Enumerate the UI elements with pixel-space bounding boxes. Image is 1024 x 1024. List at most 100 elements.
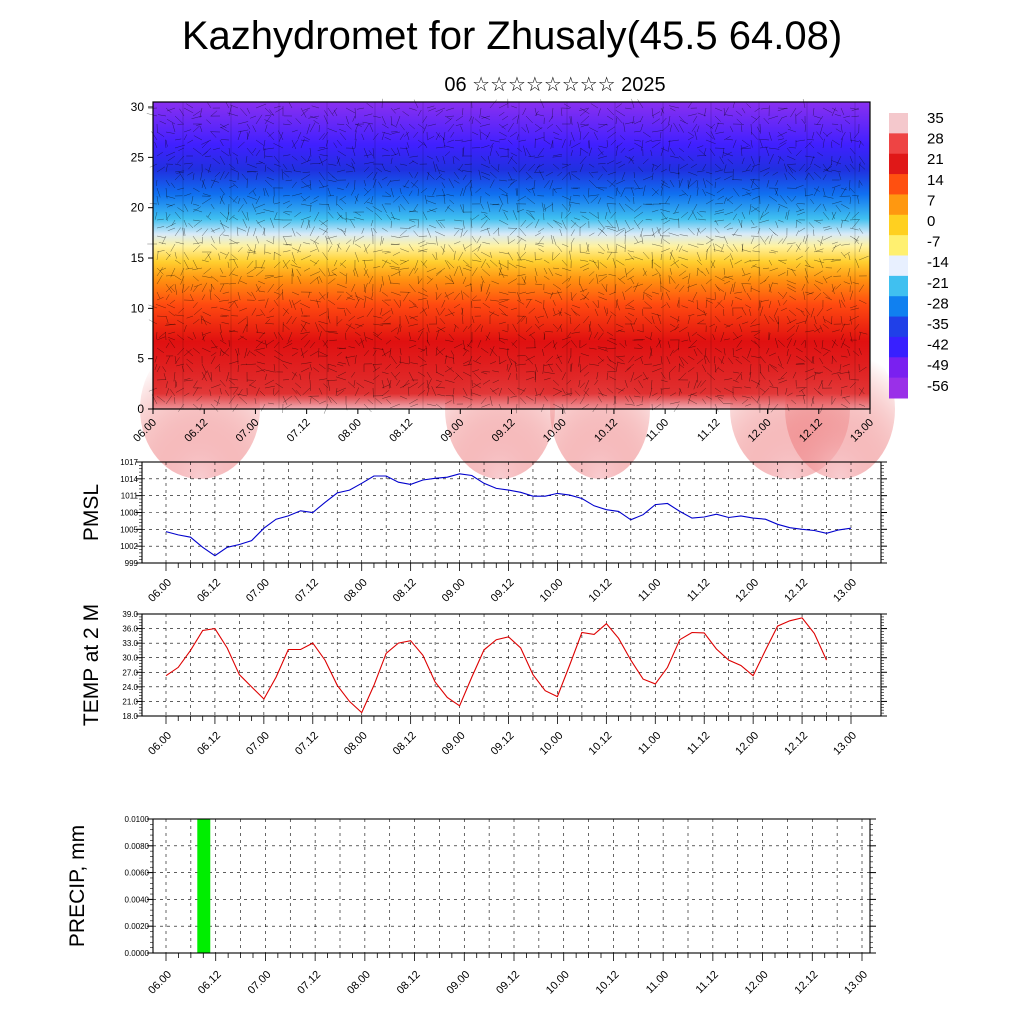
y-tick-label: 24.0 — [122, 683, 138, 692]
x-tick-label: 13.00 — [842, 969, 870, 997]
colorbar-label: 21 — [927, 151, 944, 168]
y-tick-label: 25 — [131, 150, 145, 164]
x-tick-label: 10.00 — [544, 969, 572, 997]
y-tick-label: 20 — [131, 201, 145, 215]
colorbar-label: -35 — [927, 316, 949, 333]
x-tick-label: 10.00 — [538, 730, 566, 758]
temp-line — [165, 617, 828, 714]
y-tick-label: 1014 — [120, 475, 138, 484]
colorbar-label: 0 — [927, 213, 935, 230]
y-tick-label: 15 — [131, 251, 145, 265]
colorbar-swatch — [889, 235, 908, 256]
y-tick-label: 0.0020 — [125, 922, 150, 931]
x-tick-label: 11.12 — [694, 969, 721, 996]
colorbar-label: 14 — [927, 172, 944, 189]
x-tick-label: 13.00 — [831, 577, 859, 605]
colorbar-swatch — [889, 275, 908, 297]
y-tick-label: 36.0 — [122, 625, 138, 634]
x-tick-label: 12.12 — [782, 577, 810, 605]
pmsl-panel: 1017 1014 1011 1008 1005 1002 999 06.00 06.12 07.… — [80, 458, 887, 605]
x-tick-label: 07.00 — [246, 969, 274, 997]
y-tick-label: 1011 — [121, 492, 139, 501]
colorbar-swatch — [889, 255, 908, 277]
y-tick-label: 5 — [137, 352, 144, 366]
y-tick-label: 0.0060 — [125, 869, 150, 878]
y-tick-label: 0.0040 — [125, 895, 150, 904]
x-tick-label: 06.12 — [195, 577, 223, 605]
x-tick-label: 08.00 — [342, 577, 370, 605]
colorbar-label: -42 — [927, 337, 949, 354]
x-tick-label: 07.12 — [293, 730, 321, 758]
x-tick-label: 12.12 — [792, 969, 820, 997]
x-tick-label: 08.00 — [342, 730, 370, 758]
x-tick-label: 12.00 — [733, 730, 761, 758]
y-tick-label: 999 — [125, 559, 139, 568]
colorbar-swatch — [889, 316, 908, 338]
page-title: Kazhydromet for Zhusaly(45.5 64.08) — [181, 14, 843, 58]
colorbar-label: 28 — [927, 131, 944, 148]
colorbar-swatch — [889, 214, 908, 236]
y-tick-label: 10 — [131, 301, 145, 315]
colorbar: 35 28 21 14 7 0 -7 -14 -21 -28 -35 -42 -49 -56 — [889, 110, 949, 399]
colorbar-label: -49 — [927, 357, 949, 374]
y-tick-label: 27.0 — [122, 668, 138, 677]
colorbar-swatch — [889, 153, 908, 175]
colorbar-label: -56 — [927, 378, 949, 395]
y-tick-label: 1017 — [120, 458, 138, 467]
x-tick-label: 07.12 — [285, 417, 313, 445]
x-tick-label: 06.00 — [146, 577, 174, 605]
page-subtitle: 06 ☆☆☆☆☆☆☆☆ 2025 — [444, 74, 666, 96]
y-tick-label: 0.0000 — [125, 949, 150, 958]
colorbar-swatch — [889, 194, 908, 216]
precip-bar — [197, 819, 211, 953]
y-tick-label: 39.0 — [122, 610, 138, 619]
y-tick-label: 30.0 — [122, 654, 138, 663]
x-tick-label: 08.00 — [336, 417, 364, 445]
colorbar-swatch — [889, 336, 908, 358]
colorbar-label: -14 — [927, 254, 949, 271]
x-tick-label: 11.12 — [695, 417, 722, 444]
x-tick-label: 08.00 — [345, 969, 373, 997]
y-tick-label: 1002 — [120, 542, 138, 551]
x-tick-label: 07.12 — [293, 577, 321, 605]
x-tick-label: 11.00 — [636, 730, 663, 757]
x-tick-label: 08.12 — [395, 969, 423, 997]
precip-panel: 0.0100 0.0080 0.0060 0.0040 0.0020 0.0000 06.0… — [66, 815, 876, 997]
colorbar-swatch — [889, 357, 908, 379]
panel-frame — [141, 613, 882, 717]
x-tick-label: 09.00 — [440, 577, 468, 605]
x-tick-label: 09.00 — [440, 730, 468, 758]
colorbar-swatch — [889, 133, 908, 155]
x-tick-label: 07.00 — [244, 730, 272, 758]
y-tick-label: 0 — [137, 402, 144, 416]
x-tick-label: 12.00 — [733, 577, 761, 605]
x-tick-label: 09.12 — [489, 577, 517, 605]
x-tick-label: 11.12 — [685, 577, 712, 604]
x-tick-label: 10.12 — [594, 969, 622, 997]
y-tick-label: 0.0080 — [125, 842, 150, 851]
pmsl-line — [165, 473, 852, 557]
x-tick-label: 11.00 — [636, 577, 663, 604]
y-axis-title: TEMP at 2 M — [80, 604, 103, 726]
colorbar-label: 7 — [927, 192, 935, 209]
x-tick-label: 10.00 — [538, 577, 566, 605]
x-tick-label: 07.12 — [295, 969, 323, 997]
x-tick-label: 12.00 — [743, 969, 771, 997]
y-tick-label: 33.0 — [122, 639, 138, 648]
y-tick-label: 0.0100 — [125, 815, 150, 824]
x-tick-label: 10.12 — [587, 730, 615, 758]
x-tick-label: 06.00 — [146, 730, 174, 758]
x-tick-label: 09.00 — [444, 969, 472, 997]
y-tick-label: 1008 — [120, 509, 138, 518]
colorbar-label: 35 — [927, 110, 944, 127]
x-tick-label: 06.00 — [146, 969, 174, 997]
x-tick-label: 09.12 — [494, 969, 522, 997]
x-tick-label: 09.12 — [489, 730, 517, 758]
x-tick-label: 11.00 — [644, 969, 671, 996]
colorbar-swatch — [889, 113, 908, 134]
colorbar-swatch — [889, 296, 908, 318]
x-tick-label: 08.12 — [391, 730, 419, 758]
y-axis-title: PMSL — [80, 484, 103, 541]
